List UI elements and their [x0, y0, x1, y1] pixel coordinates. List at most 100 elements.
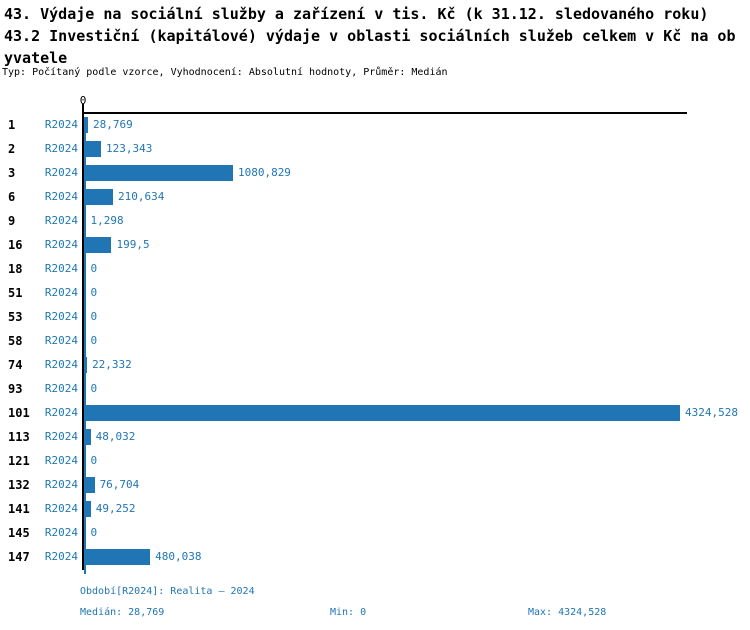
row-value-label: 480,038 [155, 550, 202, 563]
row-series-label: R2024 [44, 190, 78, 203]
row-category-label: 58 [8, 334, 23, 348]
row-category-label: 9 [8, 214, 16, 228]
value-bar [84, 237, 112, 253]
value-bar [84, 453, 86, 469]
chart-row: 74 R2024 22,332 [0, 353, 750, 377]
chart-row: 9 R2024 1,298 [0, 209, 750, 233]
row-boundary-tick [84, 132, 86, 142]
footer-median-label: Medián: 28,769 [80, 607, 165, 618]
row-category-label: 6 [8, 190, 16, 204]
row-value-label: 123,343 [105, 142, 153, 155]
row-boundary-tick [84, 444, 86, 454]
value-bar [84, 357, 88, 373]
value-bar [84, 189, 114, 205]
chart-row: 101 R2024 4324,528 [0, 401, 750, 425]
row-value-label: 0 [90, 310, 98, 323]
row-boundary-tick [84, 156, 86, 166]
row-boundary-tick [84, 252, 86, 262]
row-category-label: 3 [8, 166, 16, 180]
value-bar [84, 333, 86, 349]
value-bar [84, 549, 151, 565]
row-value-label: 0 [90, 262, 98, 275]
value-bar [84, 261, 86, 277]
chart-row: 132 R2024 76,704 [0, 473, 750, 497]
row-value-label: 199,5 [116, 238, 150, 251]
row-series-label: R2024 [44, 214, 78, 227]
chart-row: 6 R2024 210,634 [0, 185, 750, 209]
row-boundary-tick [84, 276, 86, 286]
row-boundary-tick [84, 372, 86, 382]
row-boundary-tick [84, 420, 86, 430]
chart-row: 93 R2024 0 [0, 377, 750, 401]
row-value-label: 0 [90, 382, 98, 395]
row-value-label: 22,332 [92, 358, 132, 371]
row-boundary-tick [84, 348, 86, 358]
row-boundary-tick [84, 492, 86, 502]
chart-row: 51 R2024 0 [0, 281, 750, 305]
row-category-label: 121 [8, 454, 30, 468]
row-series-label: R2024 [44, 118, 78, 131]
chart-title-line1: 43. Výdaje na sociální služby a zařízení… [4, 5, 709, 23]
row-value-label: 210,634 [118, 190, 165, 203]
row-value-label: 49,252 [95, 502, 136, 515]
chart-row: 121 R2024 0 [0, 449, 750, 473]
row-boundary-tick [84, 468, 86, 478]
chart-row: 145 R2024 0 [0, 521, 750, 545]
row-series-label: R2024 [44, 406, 78, 419]
chart-row: 1 R2024 28,769 [0, 113, 750, 137]
row-category-label: 53 [8, 310, 23, 324]
row-category-label: 132 [8, 478, 30, 492]
row-series-label: R2024 [44, 166, 78, 179]
row-boundary-tick [84, 396, 86, 406]
row-category-label: 147 [8, 550, 30, 564]
row-series-label: R2024 [44, 526, 78, 539]
chart-row: 58 R2024 0 [0, 329, 750, 353]
row-category-label: 1 [8, 118, 16, 132]
row-value-label: 28,769 [92, 118, 133, 131]
chart-row: 147 R2024 480,038 [0, 545, 750, 569]
row-series-label: R2024 [44, 334, 78, 347]
row-value-label: 76,704 [99, 478, 140, 491]
footer-min-label: Min: 0 [330, 607, 367, 618]
chart-row: 18 R2024 0 [0, 257, 750, 281]
row-boundary-tick [84, 564, 86, 574]
row-boundary-tick [84, 516, 86, 526]
y-axis-line [82, 104, 84, 570]
value-bar [84, 477, 95, 493]
row-series-label: R2024 [44, 142, 78, 155]
row-series-label: R2024 [44, 382, 78, 395]
row-boundary-tick [84, 540, 86, 550]
row-category-label: 74 [8, 358, 23, 372]
row-category-label: 16 [8, 238, 23, 252]
chart-row: 113 R2024 48,032 [0, 425, 750, 449]
value-bar [84, 501, 91, 517]
value-bar [84, 141, 101, 157]
chart-meta-line: Typ: Počítaný podle vzorce, Vyhodnocení:… [2, 67, 448, 78]
row-category-label: 93 [8, 382, 23, 396]
row-category-label: 145 [8, 526, 30, 540]
row-category-label: 113 [8, 430, 30, 444]
row-series-label: R2024 [44, 478, 78, 491]
row-series-label: R2024 [44, 502, 78, 515]
row-boundary-tick [84, 324, 86, 334]
value-bar [84, 165, 233, 181]
chart-row: 16 R2024 199,5 [0, 233, 750, 257]
row-value-label: 0 [90, 454, 98, 467]
row-value-label: 1080,829 [237, 166, 291, 179]
chart-title-line2: 43.2 Investiční (kapitálové) výdaje v ob… [4, 27, 736, 45]
row-value-label: 0 [90, 286, 98, 299]
row-boundary-tick [84, 204, 86, 214]
row-series-label: R2024 [44, 310, 78, 323]
footer-max-label: Max: 4324,528 [528, 607, 607, 618]
chart-title-line3: yvatele [4, 49, 68, 67]
chart-row: 53 R2024 0 [0, 305, 750, 329]
row-series-label: R2024 [44, 286, 78, 299]
chart-row: 2 R2024 123,343 [0, 137, 750, 161]
row-series-label: R2024 [44, 238, 78, 251]
footer-period-label: Období[R2024]: Realita – 2024 [80, 586, 255, 597]
row-value-label: 0 [90, 526, 98, 539]
value-bar [84, 309, 86, 325]
row-series-label: R2024 [44, 358, 78, 371]
row-category-label: 18 [8, 262, 23, 276]
